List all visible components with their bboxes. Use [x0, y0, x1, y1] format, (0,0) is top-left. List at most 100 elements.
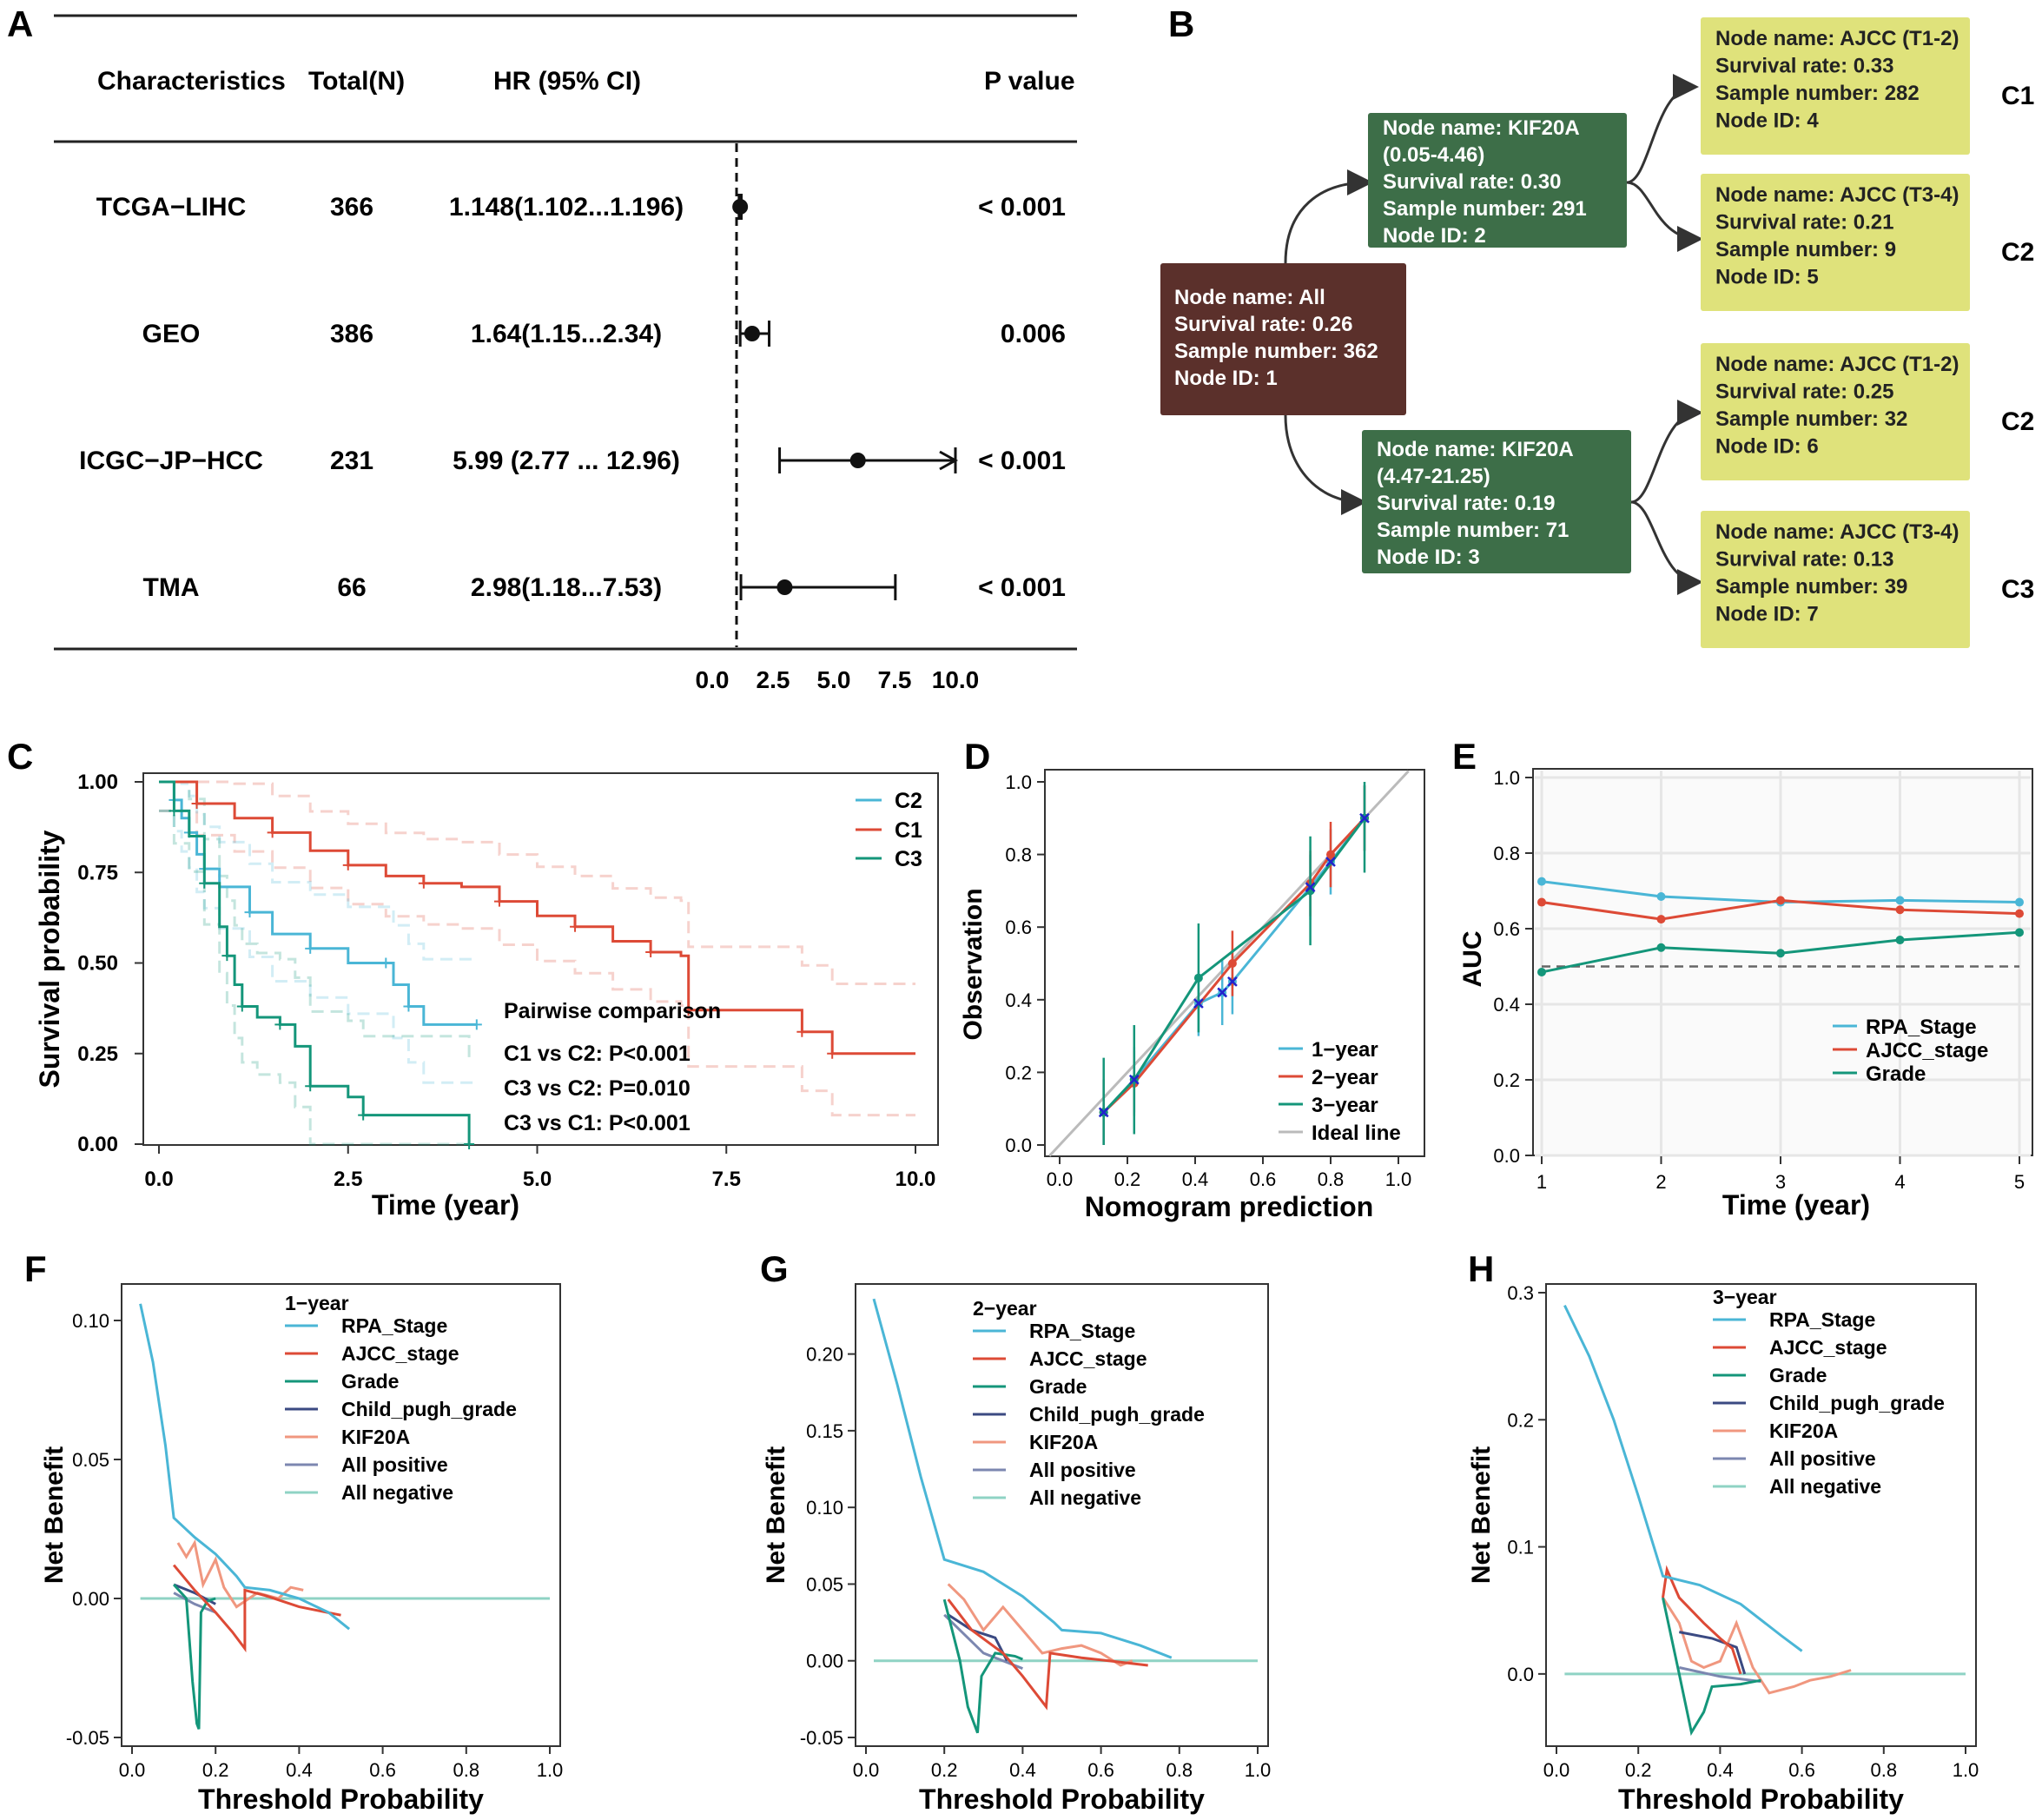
forest-point	[849, 453, 866, 468]
node3-line-1: Node name: KIF20A	[1377, 438, 1574, 461]
decision-tree: Node name: All Survival rate: 0.26 Sampl…	[1160, 17, 2034, 648]
auc-ytick-label: 0.8	[1493, 843, 1520, 864]
dca-xtick-label: 0.6	[1087, 1759, 1114, 1781]
dca-ytick-label: 0.3	[1507, 1282, 1534, 1304]
km-censor-mark	[645, 946, 657, 957]
root-line-3: Sample number: 362	[1174, 340, 1378, 363]
node3-line-2: (4.47-21.25)	[1377, 465, 1490, 488]
panel-label-h: H	[1468, 1248, 1494, 1289]
root-line-1: Node name: All	[1174, 286, 1325, 309]
tree-leaf	[1701, 511, 1970, 648]
km-censor-mark	[464, 1139, 475, 1149]
dca-3year: 0.0 0.2 0.4 0.6 0.8 1.0 0.0 0.1 0.2 0.3 Threshold …	[1467, 1282, 1979, 1815]
km-censor-mark	[796, 1026, 808, 1037]
dca-legend-label: All positive	[1769, 1447, 1876, 1470]
auc-point	[1895, 896, 1905, 905]
cal-ytick-label: 0.8	[1005, 844, 1032, 866]
dca-xtick-label: 0.8	[453, 1759, 480, 1781]
dca-ylabel: Net Benefit	[1467, 1446, 1496, 1584]
km-censor-mark	[267, 827, 278, 838]
auc-point	[1656, 892, 1666, 902]
cal-xtick-label: 0.6	[1250, 1168, 1277, 1190]
forest-tick-label: 5.0	[817, 666, 851, 693]
forest-row-p: < 0.001	[978, 193, 1066, 222]
cal-ytick-label: 0.2	[1005, 1062, 1032, 1083]
km-censor-mark	[244, 907, 255, 918]
dca-line-all-positive	[173, 1592, 216, 1614]
dca-legend-label: Grade	[341, 1370, 399, 1393]
leaf-line: Node name: AJCC (T3-4)	[1715, 520, 1959, 544]
auc-ylabel: AUC	[1458, 931, 1487, 988]
dca-legend-label: Grade	[1769, 1364, 1827, 1387]
forest-point	[743, 326, 760, 341]
forest-row-total: 66	[337, 573, 366, 602]
calibration-plot: 0.0 0.2 0.4 0.6 0.8 1.0 0.0 0.2 0.4 0.6 0.8 1.0 Obs…	[959, 769, 1425, 1222]
km-annot-3: C3 vs C1: P<0.001	[504, 1111, 691, 1135]
dca-xtick-label: 1.0	[1245, 1759, 1272, 1781]
km-ylabel: Survival probability	[34, 830, 65, 1088]
leaf-line: Survival rate: 0.13	[1715, 548, 1893, 572]
dca-xtick-label: 0.4	[1707, 1759, 1734, 1781]
auc-legend-rpa: RPA_Stage	[1866, 1016, 1977, 1039]
km-xtick-label: 5.0	[523, 1168, 552, 1191]
forest-row-total: 366	[330, 193, 373, 222]
km-ytick-label: 1.00	[77, 771, 118, 794]
leaf-cluster-label: C1	[2001, 82, 2034, 110]
dca-line-grade	[942, 1598, 1023, 1734]
dca-ytick-label: 0.20	[806, 1344, 843, 1366]
km-censor-mark	[683, 1004, 694, 1016]
dca-ytick-label: 0.05	[72, 1449, 109, 1471]
forest-row-ci: 1.148(1.102...1.196)	[449, 193, 684, 222]
km-annot-1: C1 vs C2: P<0.001	[504, 1042, 691, 1066]
dca-legend-label: Grade	[1029, 1375, 1087, 1398]
auc-ytick-label: 0.6	[1493, 918, 1520, 940]
leaf-line: Node name: AJCC (T1-2)	[1715, 27, 1959, 50]
dca-frame	[855, 1283, 1269, 1747]
auc-point	[1776, 896, 1785, 905]
leaf-line: Node ID: 6	[1715, 435, 1819, 459]
auc-xtick-label: 4	[1894, 1171, 1905, 1193]
dca-legend-label: Child_pugh_grade	[1769, 1392, 1945, 1414]
km-xtick-label: 7.5	[712, 1168, 741, 1191]
forest-row-name: TMA	[143, 573, 200, 602]
auc-point	[1656, 915, 1666, 924]
km-censor-mark	[191, 798, 202, 810]
auc-point	[2015, 897, 2024, 907]
km-xtick-label: 0.0	[144, 1168, 173, 1191]
leaf-line: Sample number: 32	[1715, 407, 1907, 431]
auc-point	[2015, 909, 2024, 918]
auc-xtick-label: 2	[1655, 1171, 1666, 1193]
dca-legend-label: All negative	[341, 1481, 453, 1504]
km-censor-mark	[380, 957, 392, 969]
cal-cross-marker	[1098, 1107, 1109, 1118]
dca-ytick-label: -0.05	[66, 1727, 109, 1749]
dca-line-ajcc-stage	[172, 1564, 341, 1653]
leaf-line: Survival rate: 0.25	[1715, 381, 1893, 404]
cal-cross-marker	[1359, 812, 1370, 824]
forest-row-ci: 5.99 (2.77 ... 12.96)	[453, 447, 680, 475]
auc-xtick-label: 1	[1536, 1171, 1547, 1193]
km-ci-band	[158, 809, 915, 1117]
dca-ytick-label: 0.10	[72, 1310, 109, 1332]
dca-xlabel: Threshold Probability	[1618, 1784, 1904, 1815]
auc-point	[1895, 936, 1905, 945]
dca-legend-label: AJCC_stage	[341, 1342, 459, 1365]
forest-point	[732, 199, 749, 215]
dca-legend-label: All positive	[341, 1453, 448, 1476]
dca-line-kif20a	[1662, 1597, 1852, 1695]
km-xtick-label: 2.5	[334, 1168, 362, 1191]
forest-row-p: < 0.001	[978, 573, 1066, 602]
forest-tick-label: 2.5	[757, 666, 790, 693]
cal-legend-2y: 2−year	[1312, 1066, 1378, 1089]
dca-legend-label: All positive	[1029, 1459, 1136, 1481]
node2-line-5: Node ID: 2	[1383, 224, 1486, 248]
dca-legend-label: KIF20A	[1769, 1420, 1838, 1442]
leaf-line: Sample number: 39	[1715, 575, 1907, 599]
dca-legend-label: AJCC_stage	[1769, 1336, 1887, 1359]
cal-legend-ideal: Ideal line	[1312, 1122, 1401, 1145]
cal-ytick-label: 0.0	[1005, 1135, 1032, 1156]
auc-xtick-label: 5	[2014, 1171, 2025, 1193]
forest-point	[776, 579, 793, 595]
dca-xlabel: Threshold Probability	[919, 1784, 1205, 1815]
dca-xtick-label: 0.6	[369, 1759, 396, 1781]
